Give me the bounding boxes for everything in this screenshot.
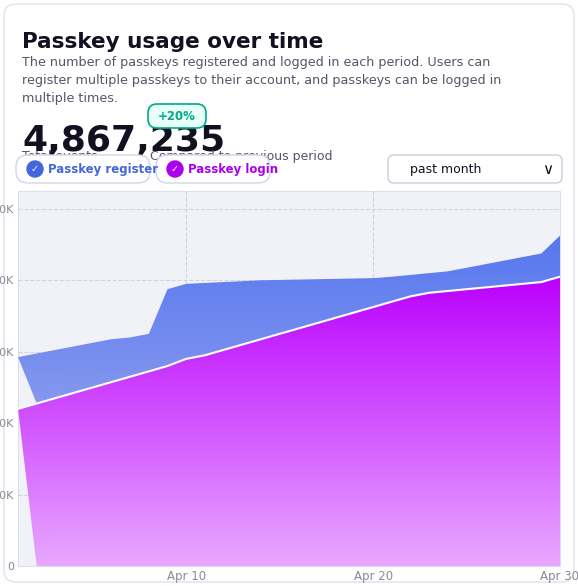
Text: Passkey login: Passkey login bbox=[188, 162, 278, 175]
Text: Compared to previous period: Compared to previous period bbox=[150, 150, 332, 163]
FancyBboxPatch shape bbox=[4, 4, 574, 582]
Text: ∨: ∨ bbox=[542, 162, 554, 176]
Text: past month: past month bbox=[410, 162, 481, 175]
Text: Passkey register: Passkey register bbox=[48, 162, 158, 175]
Circle shape bbox=[27, 161, 43, 177]
FancyBboxPatch shape bbox=[16, 155, 150, 183]
Text: Passkey usage over time: Passkey usage over time bbox=[22, 32, 323, 52]
Text: The number of passkeys registered and logged in each period. Users can
register : The number of passkeys registered and lo… bbox=[22, 56, 501, 105]
FancyBboxPatch shape bbox=[156, 155, 270, 183]
Text: Total events: Total events bbox=[22, 150, 98, 163]
FancyBboxPatch shape bbox=[148, 104, 206, 128]
Text: +20%: +20% bbox=[158, 111, 196, 124]
Text: ✓: ✓ bbox=[171, 164, 179, 174]
Text: 4,867,235: 4,867,235 bbox=[22, 124, 225, 158]
Circle shape bbox=[167, 161, 183, 177]
Text: ✓: ✓ bbox=[31, 164, 39, 174]
FancyBboxPatch shape bbox=[388, 155, 562, 183]
FancyBboxPatch shape bbox=[18, 191, 560, 566]
